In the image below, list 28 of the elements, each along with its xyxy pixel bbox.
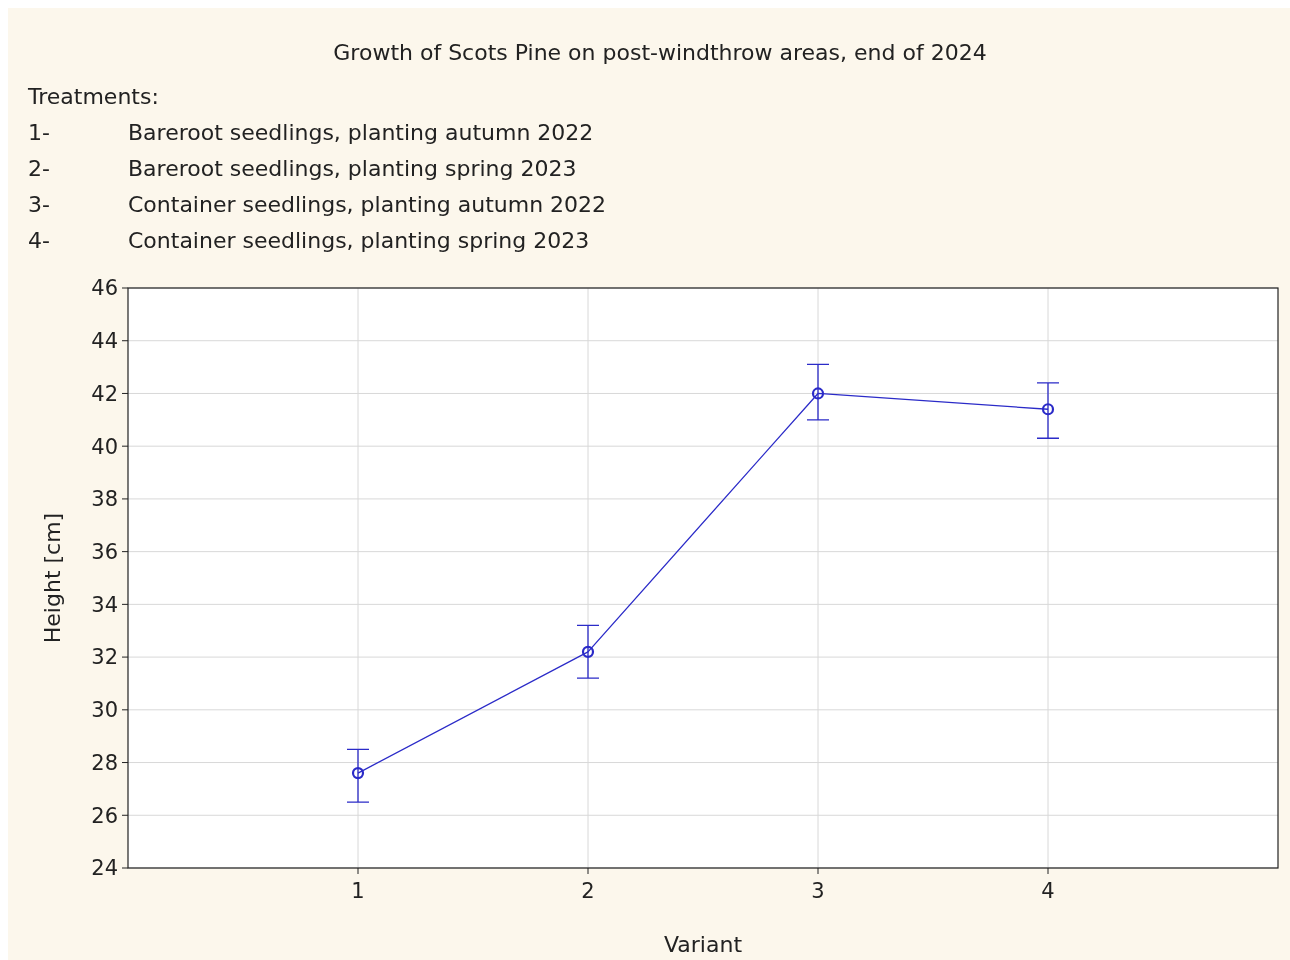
- y-tick-label: 44: [91, 329, 118, 354]
- y-axis-title: Height [cm]: [40, 512, 65, 644]
- text: 2- Bareroot seedlings, planting spring 2023: [28, 156, 577, 181]
- y-tick-label: 34: [91, 592, 118, 617]
- x-tick-label: 1: [351, 879, 365, 903]
- y-tick-label: 30: [91, 698, 118, 723]
- x-tick-label: 2: [581, 879, 595, 903]
- x-tick-label: 4: [1041, 879, 1055, 903]
- point: [581, 645, 595, 658]
- point: [811, 387, 825, 400]
- x-axis-title: Variant: [663, 932, 743, 957]
- y-tick-label: 32: [91, 645, 118, 670]
- y-tick-label: 38: [91, 487, 118, 512]
- y-tick-label: 46: [91, 276, 118, 301]
- chart-title: Growth of Scots Pine on post-windthrow areas, end of 2024: [333, 40, 987, 65]
- text: 1- Bareroot seedlings, planting autumn 2022: [28, 120, 594, 145]
- y-tick-label: 24: [91, 856, 118, 881]
- y-tick-label: 42: [91, 381, 118, 406]
- text: 4- Container seedlings, planting spring 2023: [28, 228, 590, 253]
- y-tick-label: 28: [91, 750, 118, 775]
- point: [351, 766, 365, 780]
- y-tick-label: 40: [91, 434, 118, 459]
- y-tick-label: 36: [91, 539, 118, 564]
- y-tick-label: 26: [91, 803, 118, 828]
- text: Treatments:: [27, 84, 159, 109]
- text: 3- Container seedlings, planting autumn 2022: [28, 192, 607, 217]
- point: [1041, 403, 1055, 416]
- x-tick-label: 3: [811, 879, 825, 903]
